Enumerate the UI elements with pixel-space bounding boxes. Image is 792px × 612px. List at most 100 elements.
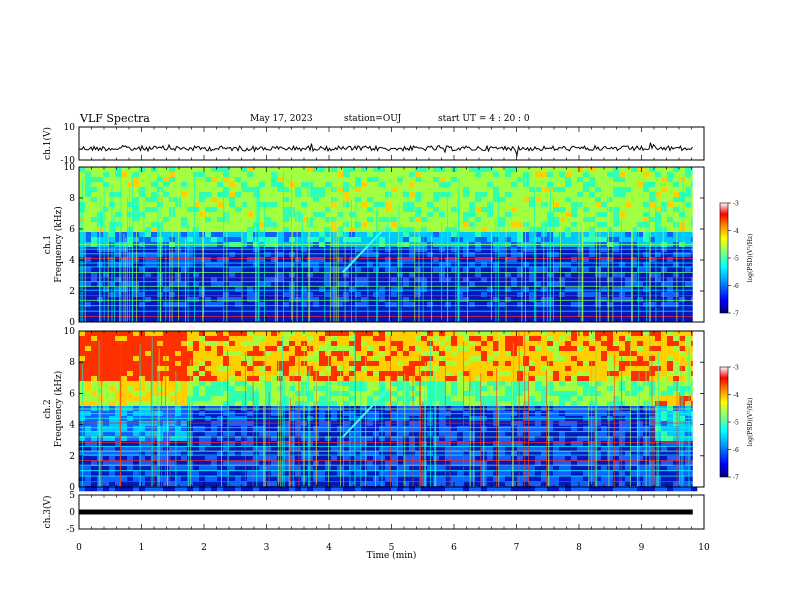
spectrogram-cell <box>667 177 674 183</box>
spectrogram-cell <box>139 302 146 308</box>
spectrogram-cell <box>451 297 458 303</box>
spectrogram-cell <box>679 272 686 278</box>
spectrogram-cell <box>511 177 518 183</box>
spectrogram-cell <box>553 287 560 293</box>
spectrogram-cell <box>583 312 590 318</box>
spectrogram-cell <box>475 247 482 253</box>
spectrogram-cell <box>103 282 110 288</box>
spectrogram-cell <box>457 267 464 273</box>
spectrogram-cell <box>223 302 230 308</box>
spectrogram-cell <box>271 317 278 323</box>
spectrogram-cell <box>349 222 356 228</box>
spectrogram-cell <box>487 197 494 203</box>
spectrogram-cell <box>337 317 344 323</box>
spectrogram-cell <box>211 466 218 472</box>
spectrogram-cell <box>337 292 344 298</box>
spectrogram-cell <box>433 267 440 273</box>
spectrogram-cell <box>85 287 92 293</box>
spectrogram-cell <box>655 167 662 173</box>
spectrogram-cell <box>625 252 632 258</box>
spectrogram-cell <box>253 351 260 357</box>
spectrogram-cell <box>601 262 608 268</box>
spectrogram-cell <box>229 287 236 293</box>
spectrogram-cell <box>115 476 122 482</box>
spectrogram-cell <box>361 396 368 402</box>
spectrogram-cell <box>127 202 134 208</box>
spectrogram-cell <box>571 317 578 323</box>
spectrogram-cell <box>373 421 380 427</box>
spectrogram-cell <box>655 217 662 223</box>
spectrogram-cell <box>421 177 428 183</box>
spectrogram-cell <box>679 292 686 298</box>
spectrogram-cell <box>577 312 584 318</box>
spectrogram-cell <box>619 197 626 203</box>
spectrogram-cell <box>253 167 260 173</box>
spectrogram-cell <box>271 366 278 372</box>
spectrogram-cell <box>319 336 326 342</box>
spectrogram-cell <box>667 197 674 203</box>
spectrogram-cell <box>235 297 242 303</box>
spectrogram-cell <box>229 312 236 318</box>
spectrogram-cell <box>367 336 374 342</box>
spectrogram-cell <box>523 297 530 303</box>
spectrogram-cell <box>115 257 122 263</box>
spectrogram-cell <box>229 356 236 362</box>
spectrogram-cell <box>175 456 182 462</box>
spectrogram-cell <box>343 486 350 492</box>
spectrogram-cell <box>475 252 482 258</box>
spectrogram-cell <box>361 341 368 347</box>
spectrogram-cell <box>451 212 458 218</box>
spectrogram-cell <box>115 197 122 203</box>
spectrogram-cell <box>349 426 356 432</box>
spectrogram-cell <box>175 431 182 437</box>
spectrogram-cell <box>85 391 92 397</box>
spectrogram-cell <box>529 232 536 238</box>
spectrogram-cell <box>361 287 368 293</box>
spectrogram-cell <box>181 217 188 223</box>
spectrogram-cell <box>649 217 656 223</box>
spectrogram-cell <box>343 371 350 377</box>
spectrogram-cell <box>151 222 158 228</box>
spectrogram-cell <box>145 292 152 298</box>
spectrogram-cell <box>289 192 296 198</box>
spectrogram-cell <box>457 272 464 278</box>
spectrogram-cell <box>151 401 158 407</box>
spectrogram-cell <box>259 341 266 347</box>
spectrogram-cell <box>481 282 488 288</box>
spectrogram-cell <box>319 207 326 213</box>
spectrogram-cell <box>91 182 98 188</box>
spectrogram-cell <box>367 481 374 487</box>
spectrogram-cell <box>229 277 236 283</box>
spectrogram-cell <box>109 381 116 387</box>
spectrogram-cell <box>265 341 272 347</box>
spectrogram-cell <box>295 476 302 482</box>
spectrogram-cell <box>91 222 98 228</box>
spectrogram-cell <box>673 257 680 263</box>
spectrogram-cell <box>337 466 344 472</box>
spectrogram-cell <box>157 361 164 367</box>
spectrogram-cell <box>85 396 92 402</box>
spectrogram-cell <box>205 312 212 318</box>
spectrogram-cell <box>193 386 200 392</box>
spectrogram-cell <box>481 257 488 263</box>
spectrogram-cell <box>187 222 194 228</box>
spectrogram-cell <box>229 292 236 298</box>
spectrogram-cell <box>235 456 242 462</box>
spectrogram-cell <box>91 426 98 432</box>
spectrogram-cell <box>373 446 380 452</box>
spectrogram-cell <box>577 197 584 203</box>
spectrogram-cell <box>97 287 104 293</box>
spectrogram-cell <box>385 262 392 268</box>
spectrogram-cell <box>523 227 530 233</box>
spectrogram-cell <box>277 197 284 203</box>
spectrogram-cell <box>613 262 620 268</box>
spectrogram-cell <box>361 217 368 223</box>
spectrogram-cell <box>445 252 452 258</box>
spectrogram-cell <box>319 361 326 367</box>
spectrogram-cell <box>181 466 188 472</box>
spectrogram-cell <box>139 312 146 318</box>
spectrogram-cell <box>193 356 200 362</box>
spectrogram-cell <box>247 471 254 477</box>
spectrogram-cell <box>127 187 134 193</box>
spectrogram-cell <box>145 396 152 402</box>
